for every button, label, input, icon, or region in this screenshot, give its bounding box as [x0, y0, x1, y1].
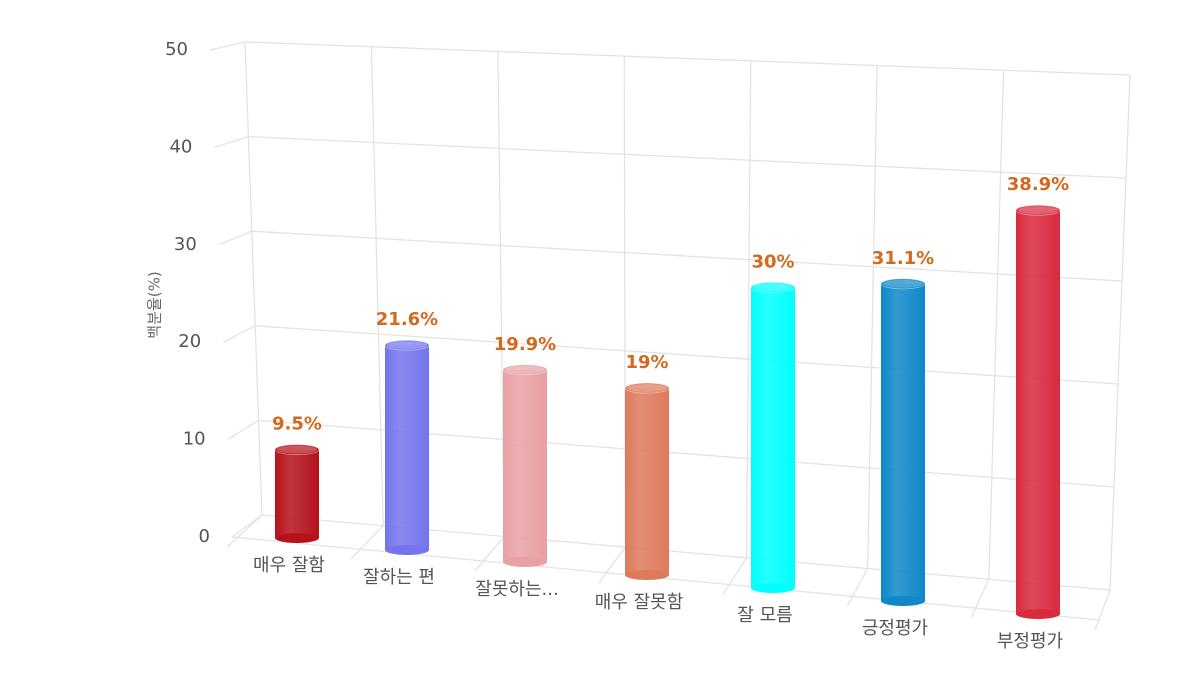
value-label: 38.9%	[1007, 174, 1069, 195]
y-tick-label: 50	[165, 39, 188, 60]
bar-top-shade	[277, 445, 317, 454]
floor-line	[970, 579, 990, 619]
y-tick-label: 0	[199, 526, 210, 547]
bar-top	[274, 444, 320, 456]
floor-line	[1094, 589, 1111, 631]
grid-line	[218, 230, 1123, 282]
bar-top	[880, 278, 926, 290]
bar-top-shade	[387, 341, 427, 350]
y-tick-label: 10	[183, 429, 206, 450]
bar	[275, 449, 319, 538]
value-label: 21.6%	[376, 309, 438, 330]
value-label: 31.1%	[872, 248, 934, 269]
value-label: 19%	[625, 352, 668, 373]
floor-line	[598, 546, 626, 583]
bar-top-shade	[627, 384, 667, 393]
y-tick-label: 40	[169, 136, 192, 157]
bar-top	[384, 339, 430, 351]
wall-line	[745, 60, 752, 558]
grid-line	[209, 41, 1131, 76]
bar-top	[750, 281, 796, 293]
wall-line	[244, 41, 263, 516]
wall-line	[370, 46, 384, 526]
x-tick-label: 매우 잘못함	[595, 592, 684, 613]
bar	[881, 283, 925, 601]
grid-line	[222, 325, 1119, 385]
grid-line	[227, 419, 1115, 488]
y-tick-label: 20	[178, 331, 201, 352]
x-tick-label: 잘 모름	[737, 605, 792, 626]
bar-top-shade	[883, 279, 923, 288]
bar	[1016, 210, 1060, 614]
bar	[385, 345, 429, 550]
x-tick-label: 부정평가	[997, 631, 1063, 652]
floor-line	[846, 568, 869, 607]
grid-line	[214, 135, 1127, 179]
x-tick-label: 잘하는 편	[363, 567, 435, 588]
floor-line	[474, 536, 505, 572]
grid-line	[231, 514, 1111, 591]
bar	[751, 287, 795, 588]
floor-front	[231, 536, 1101, 621]
floor-line	[722, 557, 748, 595]
bar-top-shade	[753, 283, 793, 292]
x-tick-label: 긍정평가	[862, 618, 928, 639]
y-tick-label: 30	[174, 234, 197, 255]
y-axis-title: 백분율(%)	[146, 271, 164, 338]
floor-line	[226, 514, 263, 548]
bar-top	[624, 382, 670, 394]
x-tick-label: 잘못하는...	[475, 579, 558, 600]
wall-line	[988, 70, 1005, 580]
value-label: 30%	[751, 251, 794, 272]
bar-top	[502, 364, 548, 376]
bar-top-shade	[505, 365, 545, 374]
wall-line	[867, 65, 878, 569]
bar	[503, 369, 547, 562]
floor-line	[350, 525, 384, 560]
value-label: 9.5%	[272, 414, 322, 435]
x-tick-label: 매우 잘함	[253, 555, 325, 576]
bar	[625, 388, 669, 575]
value-label: 19.9%	[494, 334, 556, 355]
bar-top-shade	[1018, 206, 1058, 215]
bar-top	[1015, 204, 1061, 216]
wall-line	[1109, 74, 1131, 591]
